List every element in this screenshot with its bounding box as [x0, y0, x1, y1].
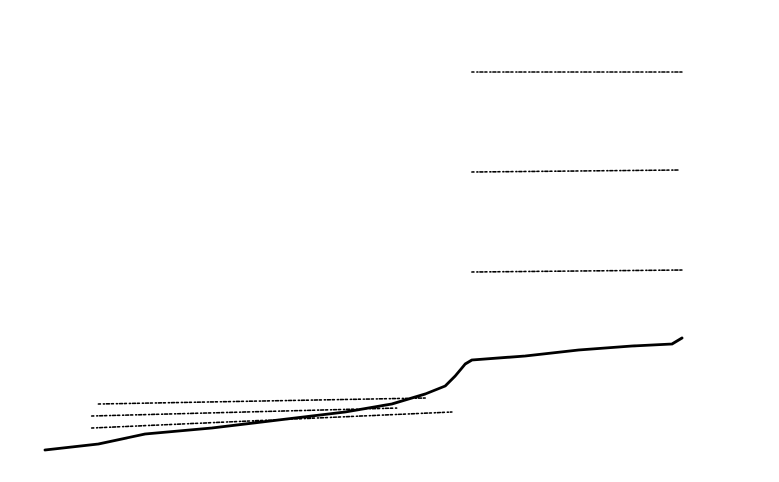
series-line-1: [43, 336, 684, 452]
series-line-6: [471, 169, 680, 173]
series-line-4: [97, 397, 427, 405]
series-line-3: [90, 407, 400, 417]
series-line-2: [90, 411, 453, 429]
series-layer: [43, 71, 684, 452]
series-line-5: [471, 269, 683, 273]
